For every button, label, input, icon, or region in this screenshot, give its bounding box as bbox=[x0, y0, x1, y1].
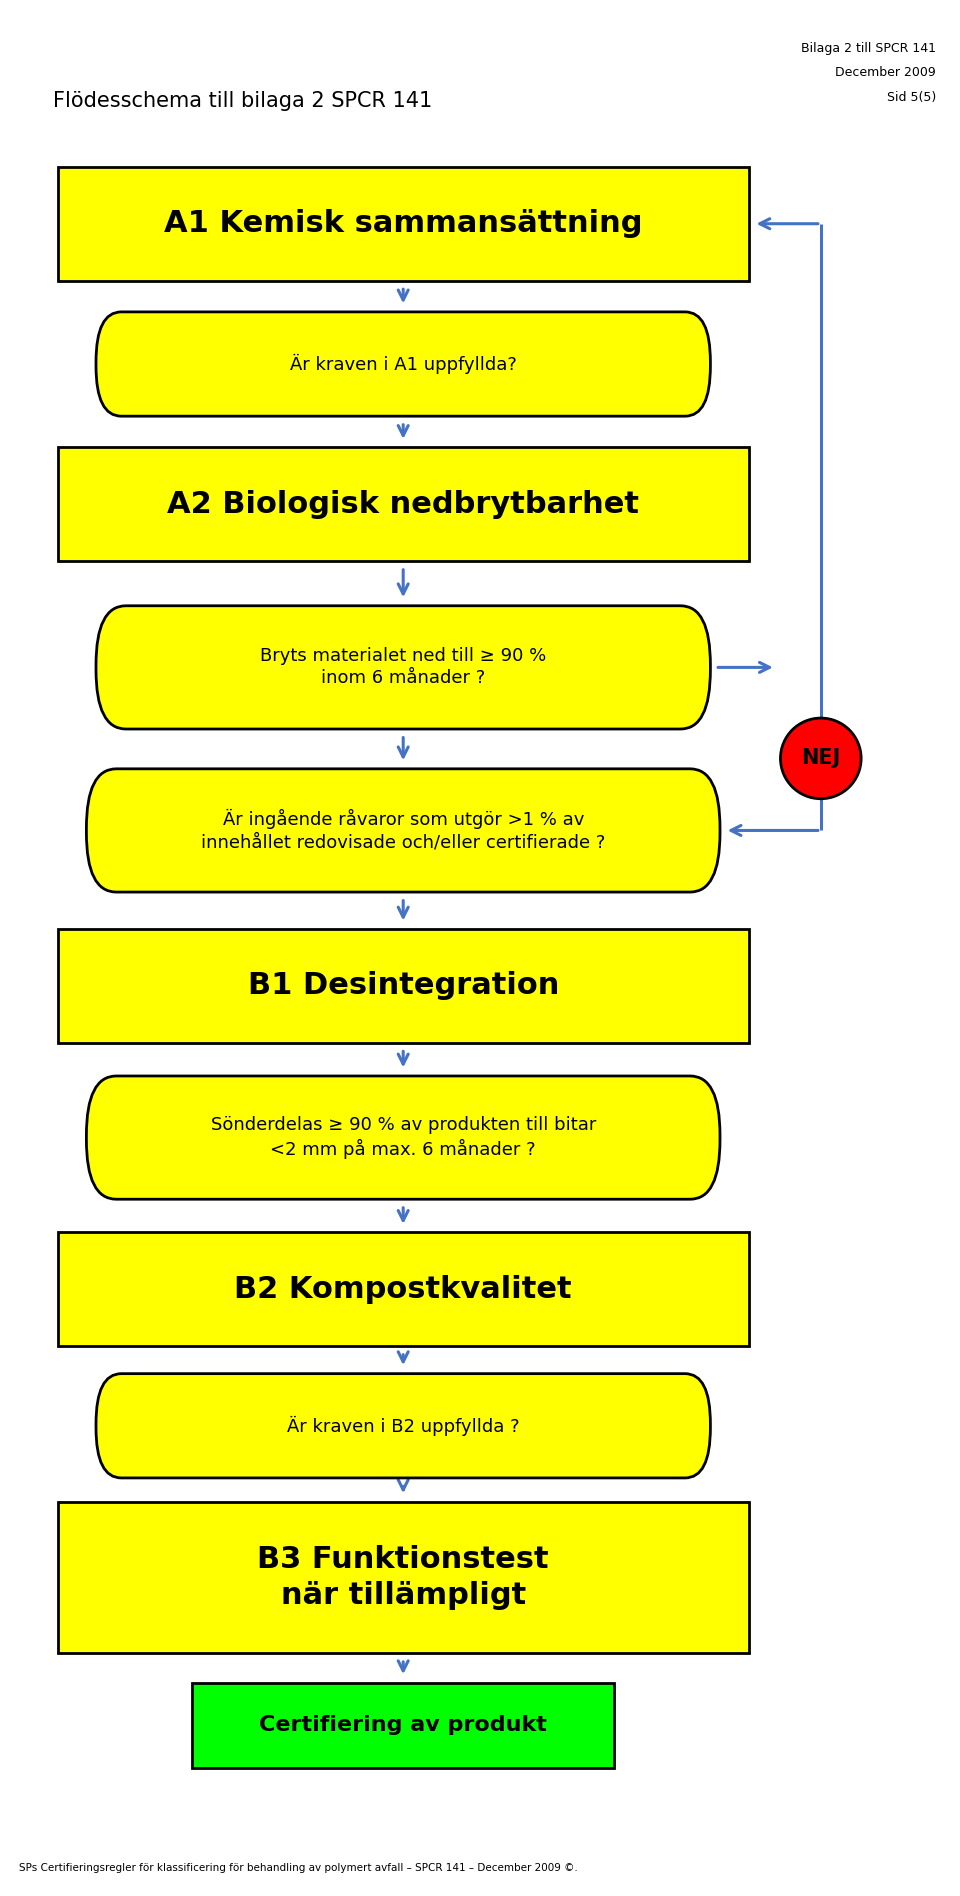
FancyBboxPatch shape bbox=[86, 1077, 720, 1200]
Text: Sid 5(5): Sid 5(5) bbox=[887, 91, 936, 104]
FancyBboxPatch shape bbox=[96, 311, 710, 415]
FancyBboxPatch shape bbox=[96, 1373, 710, 1479]
FancyBboxPatch shape bbox=[58, 447, 749, 561]
Text: B3 Funktionstest
när tillämpligt: B3 Funktionstest när tillämpligt bbox=[257, 1545, 549, 1610]
Text: Sönderdelas ≥ 90 % av produkten till bitar
<2 mm på max. 6 månader ?: Sönderdelas ≥ 90 % av produkten till bit… bbox=[210, 1117, 596, 1158]
FancyBboxPatch shape bbox=[86, 770, 720, 893]
Text: A1 Kemisk sammansättning: A1 Kemisk sammansättning bbox=[164, 209, 642, 239]
Text: B1 Desintegration: B1 Desintegration bbox=[248, 971, 559, 1001]
Text: A2 Biologisk nedbrytbarhet: A2 Biologisk nedbrytbarhet bbox=[167, 489, 639, 520]
FancyBboxPatch shape bbox=[96, 605, 710, 730]
Text: December 2009: December 2009 bbox=[835, 66, 936, 80]
FancyBboxPatch shape bbox=[58, 1502, 749, 1653]
Ellipse shape bbox=[780, 719, 861, 798]
Text: Bryts materialet ned till ≥ 90 %
inom 6 månader ?: Bryts materialet ned till ≥ 90 % inom 6 … bbox=[260, 647, 546, 688]
FancyBboxPatch shape bbox=[58, 167, 749, 281]
FancyBboxPatch shape bbox=[58, 929, 749, 1043]
Text: Är kraven i B2 uppfyllda ?: Är kraven i B2 uppfyllda ? bbox=[287, 1416, 519, 1435]
Text: Är kraven i A1 uppfyllda?: Är kraven i A1 uppfyllda? bbox=[290, 355, 516, 374]
FancyBboxPatch shape bbox=[58, 1232, 749, 1346]
FancyBboxPatch shape bbox=[192, 1684, 614, 1767]
Text: NEJ: NEJ bbox=[802, 749, 840, 768]
Text: SPs Certifieringsregler för klassificering för behandling av polymert avfall – S: SPs Certifieringsregler för klassificeri… bbox=[19, 1864, 578, 1873]
Text: Bilaga 2 till SPCR 141: Bilaga 2 till SPCR 141 bbox=[801, 42, 936, 55]
Text: Flödesschema till bilaga 2 SPCR 141: Flödesschema till bilaga 2 SPCR 141 bbox=[53, 91, 432, 112]
Text: Är ingående råvaror som utgör >1 % av
innehållet redovisade och/eller certifiera: Är ingående råvaror som utgör >1 % av in… bbox=[201, 810, 606, 851]
Text: Certifiering av produkt: Certifiering av produkt bbox=[259, 1716, 547, 1735]
Text: B2 Kompostkvalitet: B2 Kompostkvalitet bbox=[234, 1274, 572, 1304]
